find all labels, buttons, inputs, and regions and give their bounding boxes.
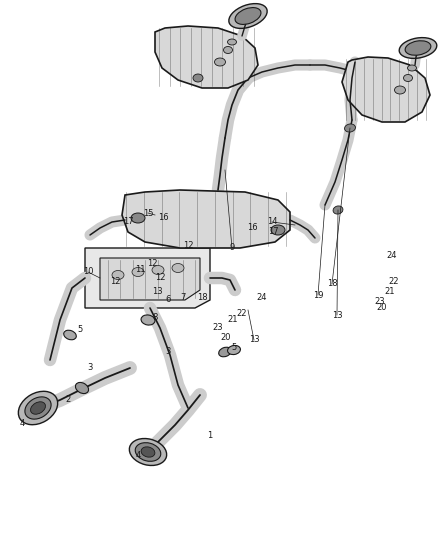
Ellipse shape: [333, 206, 343, 214]
Text: 21: 21: [228, 316, 238, 325]
Text: 22: 22: [237, 309, 247, 318]
Text: 19: 19: [313, 290, 323, 300]
Ellipse shape: [135, 443, 161, 462]
Text: 10: 10: [83, 268, 93, 277]
Ellipse shape: [18, 391, 58, 425]
Ellipse shape: [399, 38, 437, 59]
Text: 9: 9: [230, 244, 235, 253]
Text: 24: 24: [257, 294, 267, 303]
Text: 12: 12: [155, 273, 165, 282]
Text: 17: 17: [268, 228, 278, 237]
Ellipse shape: [223, 46, 233, 53]
Text: 20: 20: [377, 303, 387, 312]
Text: 5: 5: [231, 343, 237, 352]
Text: 12: 12: [110, 278, 120, 287]
Text: 21: 21: [385, 287, 395, 296]
Text: 20: 20: [221, 334, 231, 343]
Text: 13: 13: [249, 335, 259, 344]
Text: 5: 5: [78, 326, 83, 335]
Text: 17: 17: [123, 217, 133, 227]
Text: 24: 24: [387, 252, 397, 261]
Ellipse shape: [141, 315, 155, 325]
Text: 3: 3: [165, 348, 171, 357]
Ellipse shape: [227, 39, 237, 45]
Text: 12: 12: [183, 240, 193, 249]
Ellipse shape: [345, 124, 356, 132]
Text: 22: 22: [389, 278, 399, 287]
Ellipse shape: [407, 65, 417, 71]
Text: 4: 4: [19, 418, 25, 427]
Text: 1: 1: [207, 431, 212, 440]
Text: 14: 14: [267, 217, 277, 227]
Ellipse shape: [31, 402, 46, 414]
Text: 16: 16: [247, 223, 257, 232]
Text: 12: 12: [147, 259, 157, 268]
Text: 13: 13: [152, 287, 162, 296]
Text: 23: 23: [374, 297, 385, 306]
Text: 4: 4: [135, 450, 141, 459]
Polygon shape: [85, 248, 210, 308]
Text: 15: 15: [143, 208, 153, 217]
Ellipse shape: [172, 263, 184, 272]
Ellipse shape: [271, 225, 285, 235]
Ellipse shape: [395, 86, 406, 94]
Text: 13: 13: [332, 311, 343, 319]
Ellipse shape: [405, 41, 431, 55]
Text: 23: 23: [213, 324, 223, 333]
Ellipse shape: [235, 7, 261, 25]
Text: 18: 18: [327, 279, 337, 288]
Ellipse shape: [131, 213, 145, 223]
Text: 7: 7: [180, 294, 186, 303]
Polygon shape: [155, 26, 258, 88]
Ellipse shape: [229, 4, 267, 28]
Ellipse shape: [141, 447, 155, 457]
Polygon shape: [342, 57, 430, 122]
Ellipse shape: [25, 397, 51, 419]
Ellipse shape: [129, 439, 166, 465]
Ellipse shape: [228, 345, 240, 354]
Ellipse shape: [193, 74, 203, 82]
Text: 6: 6: [165, 295, 171, 304]
Text: 11: 11: [135, 265, 145, 274]
Text: 3: 3: [87, 364, 93, 373]
Ellipse shape: [215, 58, 226, 66]
Ellipse shape: [152, 265, 164, 274]
Ellipse shape: [219, 347, 231, 357]
Ellipse shape: [75, 383, 88, 393]
Ellipse shape: [403, 75, 413, 82]
Text: 18: 18: [197, 294, 207, 303]
Text: 16: 16: [158, 214, 168, 222]
Polygon shape: [100, 258, 200, 300]
Ellipse shape: [112, 271, 124, 279]
Polygon shape: [122, 190, 290, 248]
Ellipse shape: [64, 330, 76, 340]
Text: 8: 8: [152, 313, 158, 322]
Text: 2: 2: [65, 395, 71, 405]
Ellipse shape: [132, 268, 144, 277]
